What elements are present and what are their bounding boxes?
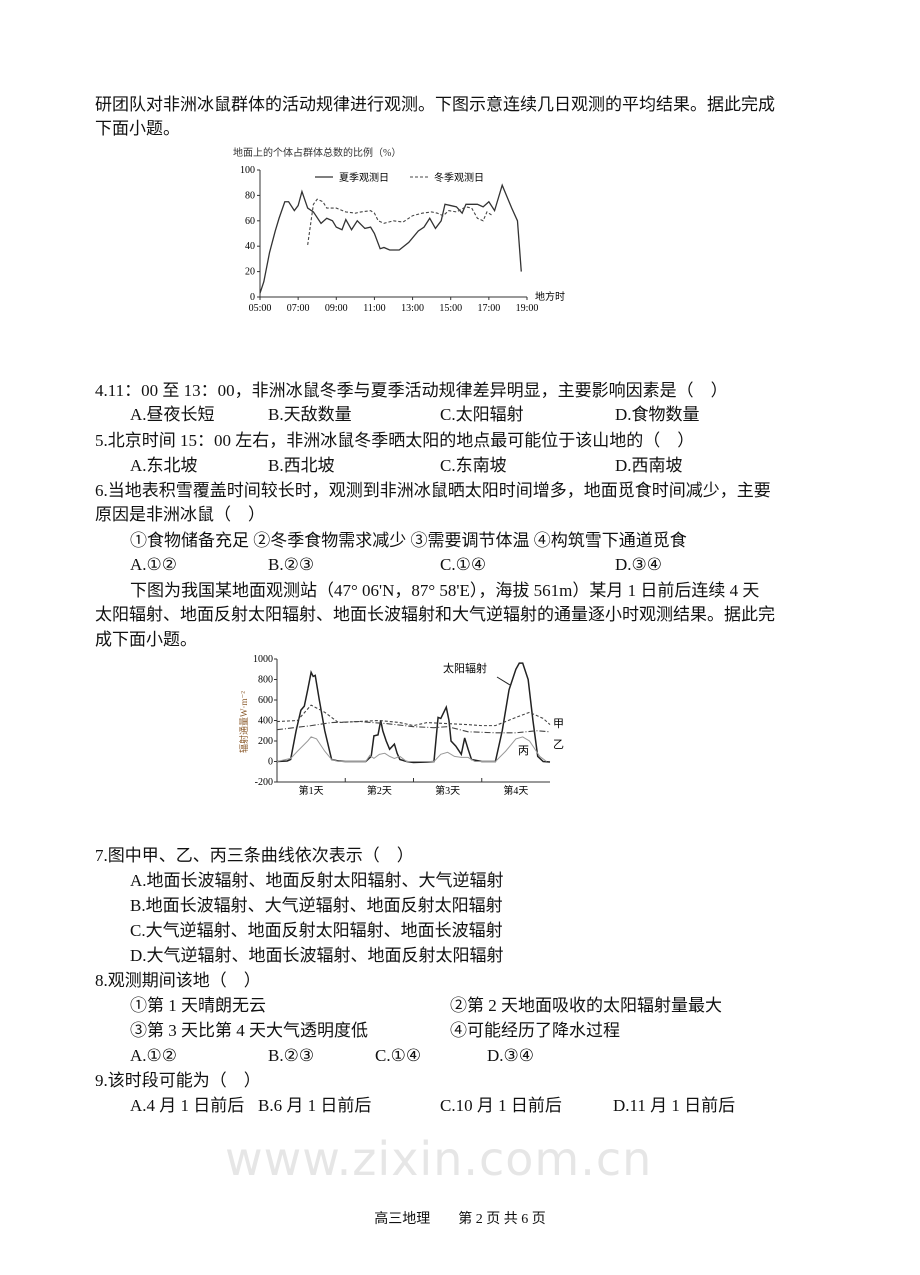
x-tick-label: 07:00 (287, 303, 310, 314)
series-label: 乙 (553, 738, 564, 751)
y-tick-label: 1000 (253, 654, 273, 665)
series-line-solar (276, 662, 551, 764)
question-5-stem: 5.北京时间 15：00 左右，非洲冰鼠冬季晒太阳的地点最可能位于该山地的（ ） (95, 431, 695, 450)
y-tick-label: 40 (245, 241, 255, 252)
q8-statement: ③第 3 天比第 4 天大气透明度低 (130, 1021, 368, 1040)
q6-option-d: D.③④ (615, 555, 663, 574)
q9-option-a: A.4 月 1 日前后 (130, 1096, 245, 1115)
q9-option-b: B.6 月 1 日前后 (258, 1096, 372, 1115)
y-axis-label: 辐射通量W·m⁻² (238, 691, 249, 753)
q5-option-c: C.东南坡 (440, 456, 507, 475)
radiation-chart: -200 0 200 400 600 800 1000 第1天 第2天 第3天 第4天 辐射通量W·m… (238, 654, 564, 797)
chart-title: 地面上的个体占群体总数的比例（%） (233, 146, 401, 159)
y-tick-label: 800 (258, 675, 273, 686)
x-tick-label: 第4天 (503, 784, 528, 797)
q7-option-d: D.大气逆辐射、地面长波辐射、地面反射太阳辐射 (130, 946, 504, 965)
page-footer: 高三地理 第 2 页 共 6 页 (374, 1212, 546, 1227)
intro-line: 下面小题。 (95, 119, 180, 138)
y-tick-label: 80 (245, 190, 255, 201)
q8-option-a: A.①② (130, 1046, 178, 1065)
q8-option-b: B.②③ (268, 1046, 315, 1065)
x-tick-label: 05:00 (249, 303, 272, 314)
question-4-stem: 4.11：00 至 13：00，非洲冰鼠冬季与夏季活动规律差异明显，主要影响因素… (95, 381, 728, 400)
q7-option-b: B.地面长波辐射、大气逆辐射、地面反射太阳辐射 (130, 896, 503, 915)
q5-option-d: D.西南坡 (615, 456, 683, 475)
legend-label: 夏季观测日 (339, 171, 389, 184)
q9-option-c: C.10 月 1 日前后 (440, 1096, 562, 1115)
q8-statement: ④可能经历了降水过程 (450, 1021, 620, 1040)
q4-option-b: B.天敌数量 (268, 405, 352, 424)
question-8-stem: 8.观测期间该地（ ） (95, 971, 261, 990)
y-tick-label: -200 (255, 777, 273, 788)
x-tick-label: 09:00 (325, 303, 348, 314)
x-tick-label: 第2天 (367, 784, 392, 797)
label-leader-line (496, 676, 511, 686)
intro-line: 成下面小题。 (95, 630, 197, 649)
question-6-stem: 原因是非洲冰鼠（ ） (95, 505, 265, 524)
q4-option-a: A.昼夜长短 (130, 405, 215, 424)
y-tick-label: 0 (250, 292, 255, 303)
series-line-jia (276, 704, 551, 727)
question-7-stem: 7.图中甲、乙、丙三条曲线依次表示（ ） (95, 846, 414, 865)
x-axis-label: 地方时 (535, 290, 565, 303)
q5-option-a: A.东北坡 (130, 456, 198, 475)
y-tick-label: 600 (258, 695, 273, 706)
y-tick-label: 20 (245, 267, 255, 278)
q5-option-b: B.西北坡 (268, 456, 335, 475)
series-line-winter (307, 198, 493, 246)
question-6-stem: 6.当地表积雪覆盖时间较长时，观测到非洲冰鼠晒太阳时间增多，地面觅食时间减少，主… (95, 481, 771, 500)
q4-option-d: D.食物数量 (615, 405, 700, 424)
question-9-stem: 9.该时段可能为（ ） (95, 1071, 261, 1090)
legend-label: 冬季观测日 (434, 171, 484, 184)
series-label: 丙 (518, 745, 529, 757)
q6-option-a: A.①② (130, 555, 178, 574)
series-line-summer (259, 183, 522, 294)
activity-chart: 地面上的个体占群体总数的比例（%） 0 20 40 60 80 100 05:00 07:00 0… (233, 146, 565, 314)
series-line-yi (276, 720, 551, 734)
y-tick-label: 100 (240, 165, 255, 176)
y-tick-label: 400 (258, 716, 273, 727)
y-tick-label: 0 (268, 757, 273, 768)
q4-option-c: C.太阳辐射 (440, 405, 524, 424)
q6-option-c: C.①④ (440, 555, 487, 574)
watermark: www.zixin.com.cn (225, 1132, 653, 1186)
x-tick-label: 第1天 (299, 784, 324, 797)
q8-option-c: C.①④ (375, 1046, 422, 1065)
y-tick-label: 60 (245, 216, 255, 227)
x-tick-label: 13:00 (401, 303, 424, 314)
x-tick-label: 11:00 (363, 303, 385, 314)
intro-line: 太阳辐射、地面反射太阳辐射、地面长波辐射和大气逆辐射的通量逐小时观测结果。据此完 (95, 605, 775, 624)
x-tick-label: 第3天 (435, 784, 460, 797)
q8-statement: ①第 1 天晴朗无云 (130, 996, 266, 1015)
q7-option-c: C.大气逆辐射、地面反射太阳辐射、地面长波辐射 (130, 921, 503, 940)
x-tick-label: 15:00 (439, 303, 462, 314)
intro-line: 研团队对非洲冰鼠群体的活动规律进行观测。下图示意连续几日观测的平均结果。据此完成 (95, 95, 775, 114)
series-line-bing (276, 736, 547, 762)
series-label: 甲 (553, 718, 564, 730)
q8-statement: ②第 2 天地面吸收的太阳辐射量最大 (450, 996, 722, 1015)
y-tick-label: 200 (258, 736, 273, 747)
x-tick-label: 19:00 (516, 303, 539, 314)
q9-option-d: D.11 月 1 日前后 (613, 1096, 736, 1115)
q7-option-a: A.地面长波辐射、地面反射太阳辐射、大气逆辐射 (130, 871, 504, 890)
series-label: 太阳辐射 (443, 661, 487, 675)
q6-statements: ①食物储备充足 ②冬季食物需求减少 ③需要调节体温 ④构筑雪下通道觅食 (130, 531, 687, 550)
q8-option-d: D.③④ (487, 1046, 535, 1065)
intro-line: 下图为我国某地面观测站（47° 06'N，87° 58'E），海拔 561m）某… (130, 581, 760, 600)
x-tick-label: 17:00 (477, 303, 500, 314)
q6-option-b: B.②③ (268, 555, 315, 574)
